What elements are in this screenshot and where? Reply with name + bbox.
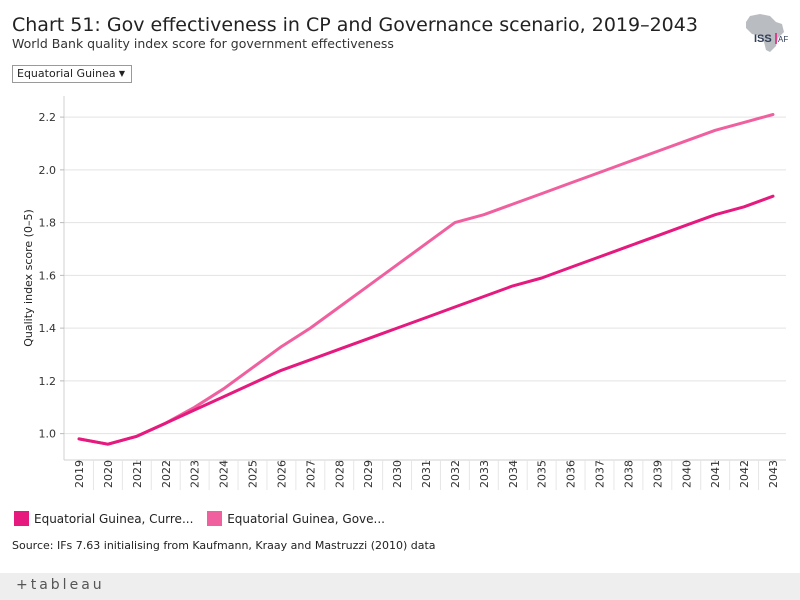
x-tick-label: 2023 [189,460,202,488]
country-filter-dropdown[interactable]: Equatorial Guinea ▼ [12,65,132,83]
legend-label-current-path: Equatorial Guinea, Curre... [34,511,194,526]
x-tick-label: 2040 [680,460,693,488]
y-tick-label: 1.6 [39,269,57,282]
x-tick-label: 2038 [622,460,635,488]
y-axis: 1.0 1.2 1.4 1.6 1.8 2.0 2.2 Quality index score… [22,96,65,460]
x-tick-label: 2035 [536,460,549,488]
series-line-governance [77,113,775,446]
chevron-down-icon: ▼ [118,69,125,78]
y-tick-label: 2.2 [39,111,57,124]
x-tick-label: 2028 [333,460,346,488]
chart-subtitle: World Bank quality index score for gover… [12,36,394,51]
chart-title: Chart 51: Gov effectiveness in CP and Go… [12,14,698,36]
y-tick-label: 1.8 [39,217,57,230]
legend-swatch-current-path [14,511,29,526]
chart-gridlines [64,116,786,435]
source-note: Source: IFs 7.63 initialising from Kaufm… [12,539,436,552]
x-tick-label: 2041 [709,460,722,488]
x-axis: 2019 2020 2021 2022 2023 2024 2025 2026 2027 2028… [64,459,786,490]
x-tick-label: 2031 [420,460,433,488]
y-axis-title: Quality index score (0–5) [22,209,35,347]
line-chart: 1.0 1.2 1.4 1.6 1.8 2.0 2.2 Quality index score… [22,96,786,490]
svg-text:ISS: ISS [754,33,772,45]
tableau-logo[interactable]: +tableau [16,577,105,593]
chart-series [77,113,775,446]
legend-item-governance[interactable]: Equatorial Guinea, Gove... [207,511,385,526]
y-tick-label: 1.0 [39,428,57,441]
x-tick-label: 2034 [507,460,520,488]
y-tick-label: 1.4 [39,322,57,335]
country-filter-value: Equatorial Guinea [17,67,116,80]
x-tick-label: 2021 [131,460,144,488]
y-tick-label: 1.2 [39,375,57,388]
legend-swatch-governance [207,511,223,526]
x-tick-label: 2036 [565,460,578,488]
tableau-footer: +tableau [0,573,800,600]
x-tick-label: 2043 [767,460,780,488]
x-tick-label: 2039 [651,460,664,488]
x-tick-label: 2025 [247,460,260,488]
x-tick-label: 2042 [738,460,751,488]
x-tick-label: 2019 [73,460,86,488]
x-tick-label: 2029 [362,460,375,488]
x-tick-label: 2032 [449,460,462,488]
x-tick-label: 2022 [160,460,173,488]
chart-legend: Equatorial Guinea, Curre... Equatorial G… [14,511,395,529]
x-tick-label: 2030 [391,460,404,488]
x-tick-label: 2027 [304,460,317,488]
legend-item-current-path[interactable]: Equatorial Guinea, Curre... [14,511,193,526]
x-tick-label: 2020 [102,460,115,488]
x-tick-label: 2024 [218,460,231,488]
svg-text:AF: AF [778,35,788,44]
legend-label-governance: Equatorial Guinea, Gove... [227,511,385,526]
x-tick-label: 2037 [594,460,607,488]
series-line-current-path [77,194,775,446]
iss-africa-logo: ISS AF [746,14,788,52]
x-tick-label: 2033 [478,460,491,488]
x-tick-label: 2026 [275,460,288,488]
y-tick-label: 2.0 [39,164,57,177]
